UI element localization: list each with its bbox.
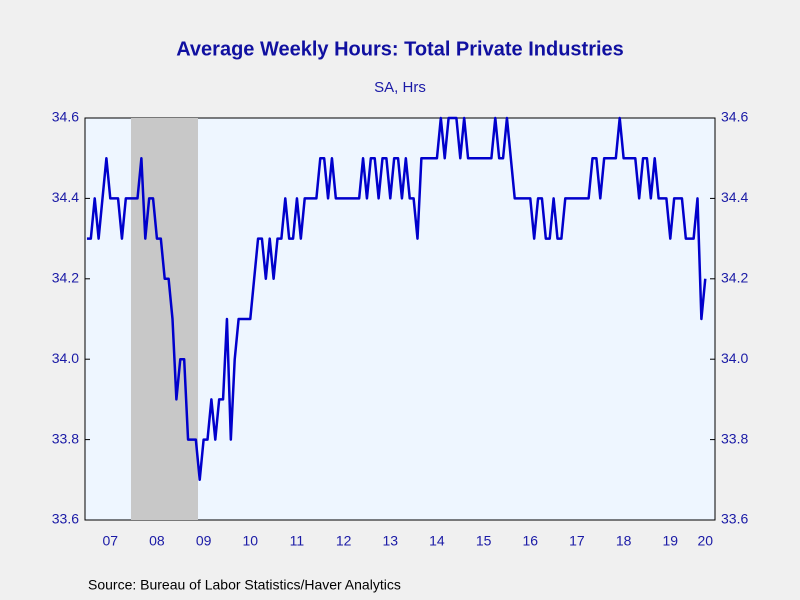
y-tick-label: 34.2 — [52, 270, 79, 286]
y2-tick-label: 34.4 — [721, 189, 748, 205]
x-tick-label: 20 — [697, 533, 713, 549]
y2-tick-label: 34.6 — [721, 109, 748, 125]
x-tick-label: 18 — [616, 533, 632, 549]
x-tick-label: 17 — [569, 533, 585, 549]
y2-tick-label: 33.8 — [721, 430, 748, 446]
recession-shading — [131, 118, 198, 520]
y2-tick-label: 34.0 — [721, 350, 748, 366]
x-tick-label: 12 — [336, 533, 352, 549]
x-tick-label: 16 — [522, 533, 538, 549]
x-tick-label: 07 — [102, 533, 118, 549]
chart-title: Average Weekly Hours: Total Private Indu… — [176, 38, 624, 60]
chart-subtitle: SA, Hrs — [374, 79, 426, 96]
y2-tick-label: 33.6 — [721, 511, 748, 527]
source-note: Source: Bureau of Labor Statistics/Haver… — [88, 577, 401, 593]
line-series — [86, 116, 707, 482]
y-tick-label: 34.0 — [52, 350, 79, 366]
x-tick-label: 19 — [662, 533, 678, 549]
y-tick-label: 33.6 — [52, 511, 79, 527]
y2-tick-label: 34.2 — [721, 270, 748, 286]
x-tick-label: 11 — [290, 533, 305, 549]
x-tick-label: 10 — [242, 533, 258, 549]
y-tick-label: 34.4 — [52, 189, 79, 205]
x-tick-label: 14 — [429, 533, 445, 549]
x-tick-label: 13 — [382, 533, 398, 549]
y-tick-label: 33.8 — [52, 430, 79, 446]
x-tick-label: 09 — [196, 533, 212, 549]
x-tick-label: 08 — [149, 533, 165, 549]
x-tick-label: 15 — [476, 533, 492, 549]
y-tick-label: 34.6 — [52, 109, 79, 125]
